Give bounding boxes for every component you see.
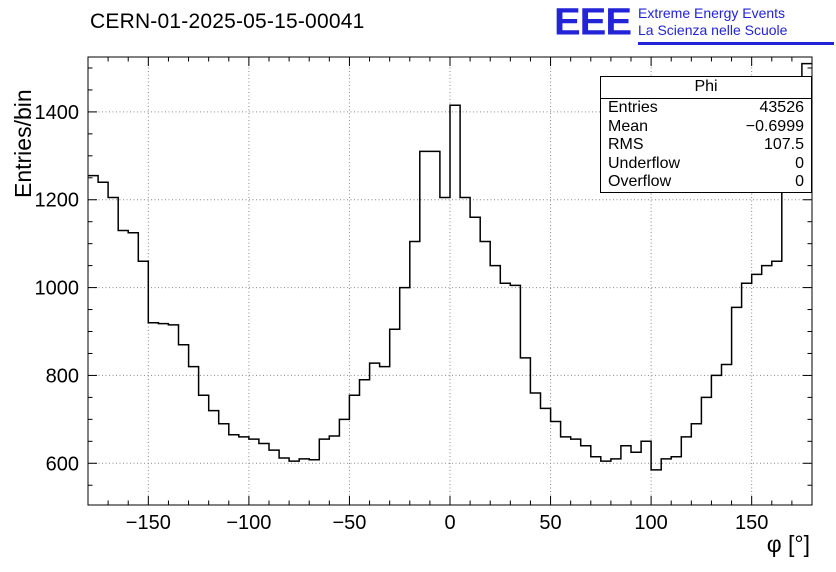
x-axis-title: φ [°] [766, 531, 810, 557]
eee-logo-acronym: EEE [553, 1, 632, 43]
y-tick-label: 600 [46, 453, 79, 475]
stats-row-rms: RMS 107.5 [601, 136, 811, 155]
y-tick-label: 800 [46, 365, 79, 387]
stats-value: 43526 [759, 99, 805, 116]
y-tick-label: 1400 [35, 102, 80, 124]
eee-logo: EEE Extreme Energy Events La Scienza nel… [554, 3, 834, 45]
histogram-line [88, 62, 812, 471]
x-tick-label: −150 [126, 512, 171, 534]
stats-row-entries: Entries 43526 [601, 99, 811, 118]
stats-value: −0.6999 [745, 117, 804, 135]
stats-label: Mean [608, 117, 649, 135]
stats-value: 107.5 [763, 136, 804, 153]
eee-logo-line2: La Scienza nelle Scuole [638, 22, 788, 38]
y-axis-title: Entries/bin [10, 89, 36, 198]
stats-label: Entries [608, 99, 658, 116]
stats-row-overflow: Overflow 0 [601, 173, 811, 192]
stats-row-underflow: Underflow 0 [601, 155, 811, 174]
stats-value: 0 [795, 173, 804, 190]
x-tick-label: −100 [226, 512, 271, 534]
y-tick-label: 1000 [35, 278, 80, 300]
y-tick-label: 1200 [35, 190, 80, 212]
x-tick-label: 50 [539, 512, 561, 534]
stats-value: 0 [795, 154, 804, 172]
stats-row-mean: Mean −0.6999 [601, 118, 811, 137]
stats-label: Underflow [608, 154, 681, 172]
x-tick-label: 150 [735, 512, 768, 534]
x-tick-label: 100 [634, 512, 667, 534]
stats-box: Phi Entries 43526 Mean −0.6999 RMS 107.5… [600, 76, 812, 193]
eee-logo-text: Extreme Energy Events La Scienza nelle S… [638, 3, 834, 45]
stats-label: Overflow [608, 173, 672, 190]
stats-box-title: Phi [601, 77, 811, 99]
stats-label: RMS [608, 136, 644, 153]
x-tick-label: 0 [444, 512, 455, 534]
plot-title: CERN-01-2025-05-15-00041 [90, 10, 365, 33]
x-tick-label: −50 [332, 512, 366, 534]
eee-logo-line1: Extreme Energy Events [638, 5, 786, 21]
